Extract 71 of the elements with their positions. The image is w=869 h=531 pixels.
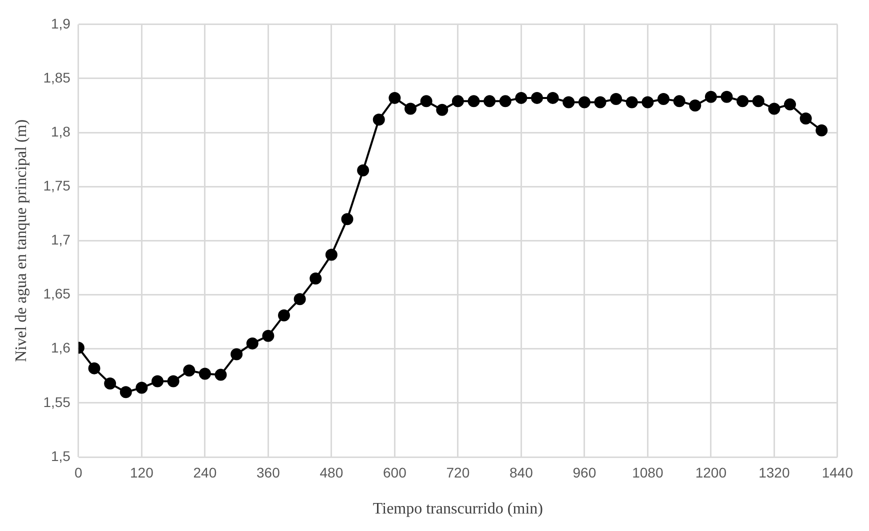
point	[436, 104, 448, 116]
y-tick-label: 1,65	[43, 286, 71, 302]
point	[657, 93, 670, 106]
y-tick-label: 1,9	[50, 15, 71, 32]
point	[752, 95, 764, 108]
point	[800, 112, 812, 124]
x-tick-label: 960	[572, 464, 596, 480]
point	[816, 124, 828, 136]
point	[152, 375, 164, 388]
x-tick-label: 1200	[695, 464, 727, 480]
y-tick-label: 1,85	[43, 69, 71, 86]
point	[357, 164, 370, 176]
point	[546, 92, 559, 104]
y-tick-label: 1,6	[50, 340, 71, 356]
x-tick-label: 480	[320, 464, 344, 480]
point	[246, 337, 258, 350]
point	[531, 92, 543, 104]
point	[278, 309, 290, 322]
point	[768, 102, 780, 115]
point	[610, 93, 622, 106]
y-tick-label: 1,5	[50, 448, 71, 464]
x-tick-label: 120	[130, 464, 154, 480]
point	[642, 96, 654, 108]
point	[294, 293, 306, 306]
point	[136, 382, 148, 394]
point	[420, 95, 432, 108]
x-tick-label: 1320	[758, 464, 790, 480]
x-tick-label: 240	[193, 464, 217, 480]
y-tick-label: 1,8	[50, 123, 71, 140]
point	[515, 92, 528, 104]
point	[673, 95, 686, 108]
point	[689, 100, 702, 112]
x-tick-label: 1080	[632, 464, 664, 480]
point	[198, 368, 211, 380]
point	[230, 348, 243, 360]
point	[720, 90, 733, 103]
point	[388, 92, 401, 104]
point	[214, 368, 227, 381]
x-tick-label: 840	[510, 464, 534, 480]
point	[736, 95, 749, 108]
point	[120, 386, 132, 398]
y-tick-label: 1,75	[43, 177, 71, 194]
point	[262, 330, 274, 342]
point	[468, 95, 480, 108]
point	[562, 96, 575, 108]
point	[325, 248, 338, 261]
x-tick-label: 600	[383, 464, 407, 480]
point	[404, 102, 416, 115]
point	[341, 213, 354, 226]
point	[704, 90, 717, 103]
point	[104, 377, 116, 390]
point	[167, 375, 180, 388]
point	[626, 96, 638, 108]
point	[594, 96, 606, 108]
x-tick-label: 360	[256, 464, 280, 480]
point	[784, 98, 796, 110]
y-tick-label: 1,55	[43, 394, 71, 410]
point	[578, 96, 590, 108]
x-tick-label: 720	[446, 464, 470, 480]
point	[183, 364, 196, 376]
point	[499, 95, 512, 108]
point	[310, 272, 322, 285]
x-tick-label: 1440	[822, 464, 854, 480]
point	[452, 95, 464, 108]
point	[484, 95, 496, 108]
y-tick-label: 1,7	[50, 232, 71, 248]
point	[372, 114, 385, 126]
point	[88, 362, 100, 374]
x-axis-title: Tiempo transcurrido (min)	[372, 500, 543, 518]
x-tick-label: 0	[74, 464, 83, 480]
y-axis-title: Nivel de agua en tanque principal (m)	[12, 119, 30, 362]
